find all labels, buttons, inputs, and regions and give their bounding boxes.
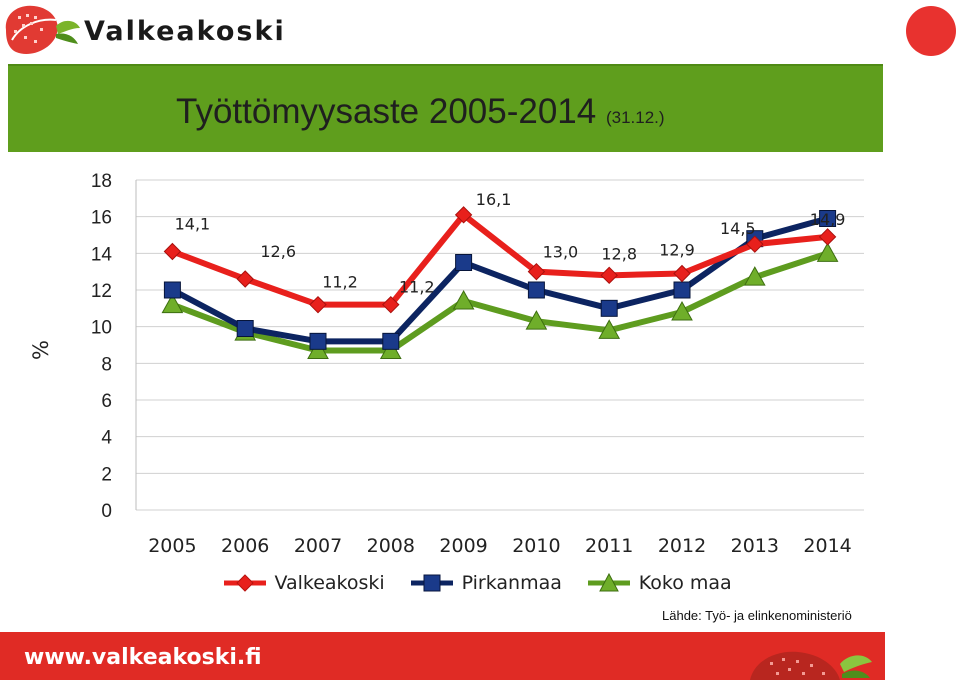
legend-item-koko-maa: Koko maa — [586, 572, 732, 594]
data-point-koko-maa — [598, 319, 621, 339]
data-point-koko-maa — [816, 242, 839, 262]
data-point-koko-maa — [161, 293, 184, 314]
x-tick-label: 2011 — [585, 535, 633, 557]
x-tick-label: 2009 — [439, 535, 487, 557]
red-circle-decoration — [906, 6, 956, 56]
y-tick-label: 14 — [91, 244, 113, 265]
data-label-valkeakoski: 12,8 — [601, 244, 637, 263]
y-tick-label: 0 — [101, 501, 112, 522]
y-tick-label: 4 — [101, 428, 112, 449]
x-tick-label: 2013 — [731, 535, 779, 557]
data-point-pirkanmaa — [309, 332, 327, 350]
data-label-valkeakoski: 16,1 — [476, 190, 512, 209]
data-point-valkeakoski — [454, 206, 473, 224]
x-tick-label: 2005 — [148, 535, 196, 557]
data-label-valkeakoski: 11,2 — [322, 273, 358, 292]
series-line-koko-maa — [171, 250, 829, 354]
data-point-pirkanmaa — [673, 281, 691, 299]
legend-marker-valkeakoski — [224, 574, 266, 592]
footer-bar: www.valkeakoski.fi — [0, 632, 885, 680]
y-tick-label: 2 — [101, 464, 112, 485]
legend-item-valkeakoski: Valkeakoski — [222, 572, 385, 594]
legend-label-valkeakoski: Valkeakoski — [274, 572, 385, 594]
x-tick-label: 2006 — [221, 535, 269, 557]
legend-label-pirkanmaa: Pirkanmaa — [461, 572, 562, 594]
data-point-pirkanmaa — [527, 281, 545, 299]
x-tick-label: 2012 — [658, 535, 706, 557]
data-label-valkeakoski: 14,5 — [720, 219, 756, 238]
source-note: Lähde: Työ- ja elinkenoministeriö — [662, 608, 852, 623]
y-tick-label: 12 — [91, 281, 112, 302]
data-point-valkeakoski — [673, 264, 691, 283]
data-label-valkeakoski: 13,0 — [543, 243, 579, 262]
data-point-valkeakoski — [382, 295, 400, 314]
data-point-pirkanmaa — [382, 332, 400, 350]
legend: Valkeakoski Pirkanmaa Koko maa — [222, 572, 752, 598]
series-line-valkeakoski — [171, 211, 828, 308]
data-point-valkeakoski — [818, 228, 837, 246]
x-tick-label: 2014 — [803, 535, 851, 557]
brand-name: Valkeakoski — [84, 16, 286, 47]
y-tick-label: 6 — [101, 391, 112, 412]
legend-label-koko-maa: Koko maa — [638, 572, 732, 594]
unemployment-rate-chart: 0 2 4 6 8 10 12 14 16 18% 2005 2006 2007 2008 2009 2010… — [29, 171, 864, 557]
data-label-valkeakoski: 12,6 — [260, 242, 296, 261]
footer-url-link[interactable]: www.valkeakoski.fi — [24, 645, 262, 670]
x-tick-label: 2008 — [367, 535, 415, 557]
data-point-pirkanmaa — [600, 299, 618, 317]
data-point-valkeakoski — [163, 242, 182, 261]
data-point-koko-maa — [452, 289, 475, 310]
data-point-valkeakoski — [527, 262, 546, 281]
data-label-valkeakoski: 11,2 — [399, 278, 435, 297]
x-tick-label: 2007 — [294, 535, 342, 557]
data-label-valkeakoski: 14,9 — [810, 210, 846, 229]
data-point-pirkanmaa — [455, 254, 473, 271]
legend-marker-pirkanmaa — [411, 574, 454, 592]
y-tick-label: 18 — [91, 171, 112, 192]
data-point-koko-maa — [525, 310, 548, 330]
data-point-valkeakoski — [236, 270, 254, 288]
title-banner: Työttömyysaste 2005-2014 (31.12.) — [8, 64, 883, 152]
y-tick-label: 16 — [91, 208, 112, 229]
title-main: Työttömyysaste 2005-2014 — [176, 92, 597, 131]
x-tick-label: 2010 — [512, 535, 560, 557]
page-title: Työttömyysaste 2005-2014 (31.12.) — [176, 92, 665, 132]
data-point-koko-maa — [671, 300, 693, 321]
data-point-valkeakoski — [600, 266, 618, 285]
data-label-valkeakoski: 14,1 — [175, 215, 211, 234]
y-tick-label: 10 — [91, 318, 112, 339]
data-point-pirkanmaa — [819, 210, 837, 227]
data-point-koko-maa — [743, 266, 766, 286]
y-axis-label: % — [29, 340, 53, 360]
y-tick-label: 8 — [101, 354, 112, 375]
legend-marker-koko-maa — [588, 572, 631, 592]
valkeakoski-logo: Valkeakoski — [0, 0, 340, 62]
data-label-valkeakoski: 12,9 — [659, 241, 695, 260]
data-point-pirkanmaa — [236, 320, 254, 337]
title-date: (31.12.) — [605, 108, 665, 127]
series-line-pirkanmaa — [170, 215, 829, 345]
data-point-valkeakoski — [309, 295, 327, 314]
footer-strawberry-icon — [750, 651, 872, 680]
legend-item-pirkanmaa: Pirkanmaa — [409, 572, 562, 594]
data-point-pirkanmaa — [163, 281, 181, 299]
strawberry-logo-icon — [5, 5, 80, 55]
data-point-valkeakoski — [746, 235, 764, 253]
